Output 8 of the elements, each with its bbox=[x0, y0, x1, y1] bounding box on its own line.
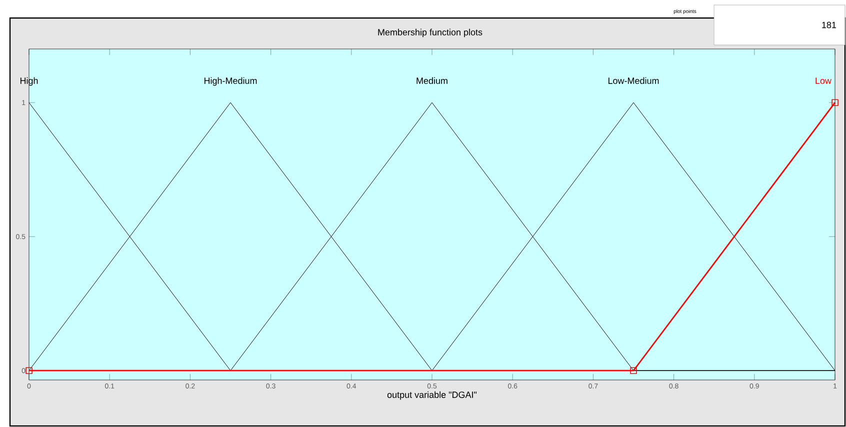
chart-title: Membership function plots bbox=[378, 28, 482, 38]
series-label: Low bbox=[816, 78, 832, 84]
x-axis-title: output variable "DGAI" bbox=[387, 391, 477, 400]
text: High-Medium bbox=[204, 77, 257, 86]
text: 181 bbox=[822, 22, 836, 28]
text: Low-Medium bbox=[608, 77, 659, 84]
text: High bbox=[20, 77, 38, 86]
text: Medium bbox=[416, 77, 448, 84]
